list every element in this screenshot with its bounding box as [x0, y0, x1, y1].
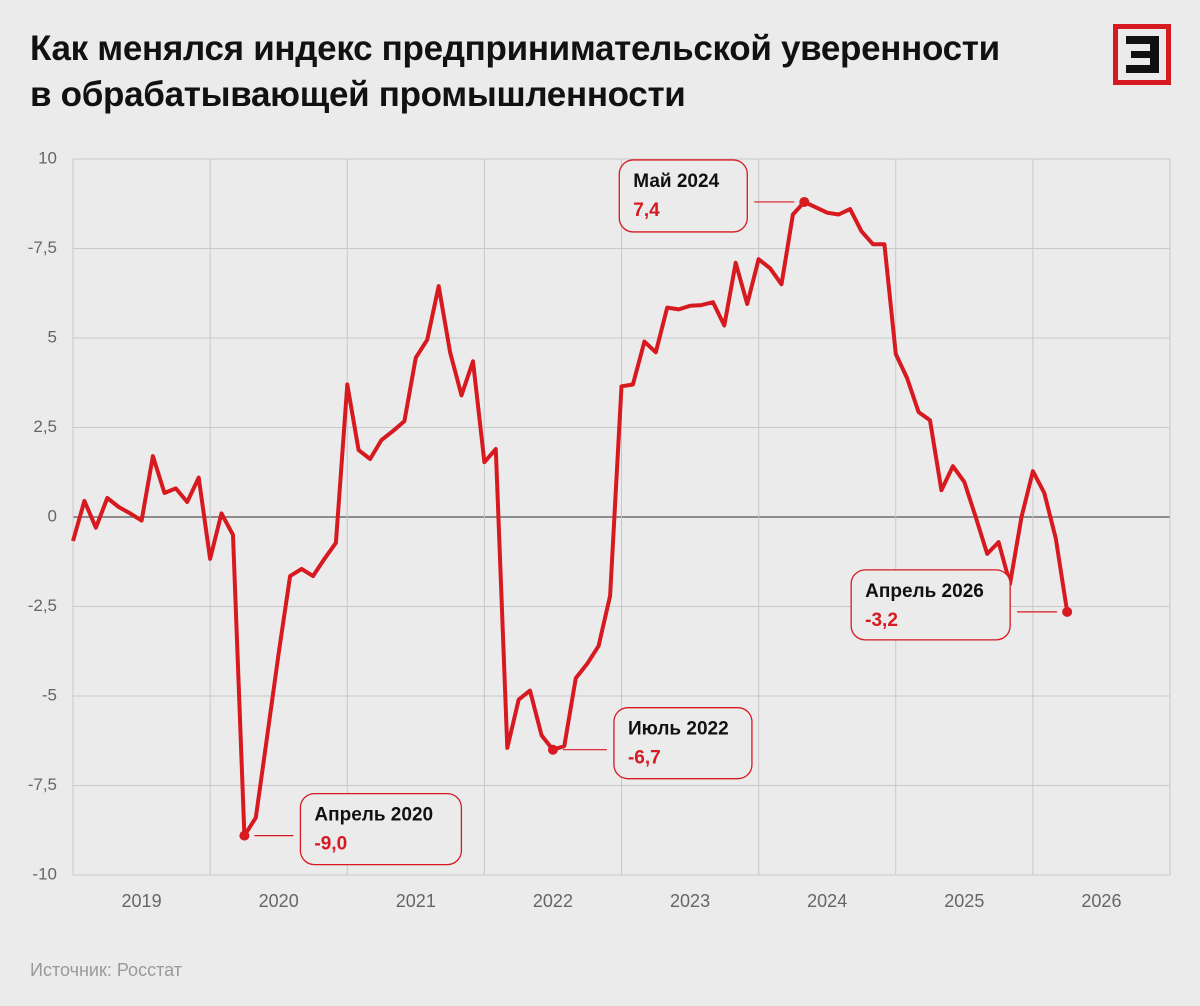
y-tick-label: 5 [48, 327, 57, 346]
y-tick-label: 10 [38, 148, 57, 167]
y-tick-label: 2,5 [33, 417, 57, 436]
logo-frame [1113, 24, 1171, 85]
annotation-box [618, 159, 748, 233]
annotation-point [799, 196, 810, 207]
y-tick-label: -5 [42, 685, 57, 704]
annotation-box [850, 569, 1011, 641]
x-tick-label: 2024 [807, 891, 847, 911]
series-line [71, 200, 1070, 838]
y-tick-label: 0 [48, 506, 57, 525]
source: Источник: Росстат [30, 960, 182, 980]
y-tick-label: -7,5 [28, 775, 57, 794]
x-tick-label: 2025 [944, 891, 984, 911]
annotation-box [299, 792, 463, 866]
chart-title: Как менялся индекс предпринимательской у… [30, 29, 1000, 114]
y-tick-label: -2,5 [28, 596, 57, 615]
x-tick-label: 2021 [396, 891, 436, 911]
annotation-value: -6,7 [628, 748, 661, 769]
logo-glyph [1126, 36, 1159, 73]
annotation-title: Апрель 2026 [865, 581, 984, 602]
x-tick-label: 2023 [670, 891, 710, 911]
annotation-box [613, 707, 753, 780]
annotation-value: -3,2 [865, 610, 898, 631]
annotation-point [547, 744, 558, 755]
annotation-point [1062, 606, 1073, 617]
x-tick-label: 2019 [122, 891, 162, 911]
y-tick-label: -10 [32, 864, 57, 883]
logo [1113, 24, 1171, 85]
annotation-title: Май 2024 [633, 171, 719, 192]
x-tick-label: 2020 [259, 891, 299, 911]
annotation-point [239, 830, 250, 841]
annotation-title: Июль 2022 [628, 719, 729, 740]
annotation-value: 7,4 [633, 200, 660, 221]
x-tick-label: 2026 [1081, 891, 1121, 911]
y-tick-label: -7,5 [28, 238, 57, 257]
x-tick-label: 2022 [533, 891, 573, 911]
annotation-value: -9,0 [314, 834, 347, 855]
annotation-title: Апрель 2020 [314, 805, 433, 826]
